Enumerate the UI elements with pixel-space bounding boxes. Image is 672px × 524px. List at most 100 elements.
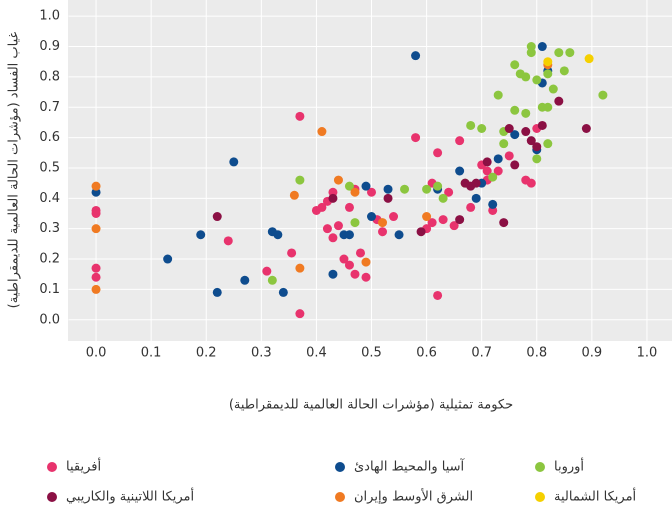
legend-swatch bbox=[335, 462, 345, 472]
data-point bbox=[548, 84, 558, 94]
data-point bbox=[526, 136, 536, 146]
y-tick-label: 0.2 bbox=[39, 252, 60, 267]
data-point bbox=[526, 178, 536, 188]
data-point bbox=[394, 230, 404, 240]
data-point bbox=[532, 142, 542, 152]
x-tick-label: 0.9 bbox=[582, 346, 603, 361]
x-tick-label: 0.3 bbox=[251, 346, 272, 361]
legend-swatch bbox=[47, 492, 57, 502]
x-tick-label: 0.2 bbox=[196, 346, 217, 361]
x-tick-label: 0.5 bbox=[361, 346, 382, 361]
data-point bbox=[433, 290, 443, 300]
data-point bbox=[361, 181, 371, 191]
data-point bbox=[350, 269, 360, 279]
data-point bbox=[287, 248, 297, 258]
x-tick-label: 1.0 bbox=[637, 346, 658, 361]
data-point bbox=[466, 120, 476, 130]
data-point bbox=[504, 151, 514, 161]
data-point bbox=[350, 187, 360, 197]
data-point bbox=[289, 190, 299, 200]
data-point bbox=[510, 105, 520, 115]
data-point bbox=[422, 184, 432, 194]
data-point bbox=[455, 215, 465, 225]
data-point bbox=[427, 218, 437, 228]
y-tick-label: 0.1 bbox=[39, 282, 60, 297]
x-tick-label: 0.8 bbox=[526, 346, 547, 361]
data-point bbox=[367, 187, 377, 197]
data-point bbox=[449, 221, 459, 231]
data-point bbox=[466, 202, 476, 212]
legend-label: أوروبا bbox=[554, 458, 584, 475]
data-point bbox=[389, 212, 399, 222]
data-point bbox=[344, 202, 354, 212]
data-point bbox=[499, 218, 509, 228]
data-point bbox=[361, 272, 371, 282]
data-point bbox=[295, 111, 305, 121]
data-point bbox=[350, 218, 360, 228]
data-point bbox=[532, 75, 542, 85]
data-point bbox=[91, 181, 101, 191]
data-point bbox=[488, 172, 498, 182]
data-point bbox=[367, 212, 377, 222]
x-tick-label: 0.1 bbox=[141, 346, 162, 361]
data-point bbox=[422, 212, 432, 222]
data-point bbox=[543, 139, 553, 149]
data-point bbox=[383, 193, 393, 203]
data-point bbox=[240, 275, 250, 285]
y-tick-label: 0.9 bbox=[39, 39, 60, 54]
data-point bbox=[223, 236, 233, 246]
data-point bbox=[444, 187, 454, 197]
data-point bbox=[262, 266, 272, 276]
data-point bbox=[543, 57, 553, 67]
data-point bbox=[559, 66, 569, 76]
y-tick-label: 0.0 bbox=[39, 312, 60, 327]
data-point bbox=[295, 263, 305, 273]
data-point bbox=[91, 272, 101, 282]
y-tick-label: 0.8 bbox=[39, 69, 60, 84]
data-point bbox=[91, 209, 101, 218]
legend-label: أمريكا الشمالية bbox=[554, 488, 636, 505]
data-point bbox=[537, 120, 547, 130]
data-point bbox=[438, 215, 448, 225]
data-point bbox=[333, 175, 343, 185]
data-point bbox=[339, 254, 349, 264]
data-point bbox=[510, 160, 520, 170]
x-tick-label: 0.0 bbox=[86, 346, 107, 361]
data-point bbox=[477, 124, 487, 133]
data-point bbox=[212, 287, 222, 297]
y-tick-label: 0.3 bbox=[39, 221, 60, 236]
data-point bbox=[482, 157, 492, 167]
data-point bbox=[355, 248, 365, 258]
data-point bbox=[543, 102, 553, 112]
data-point bbox=[471, 178, 481, 188]
data-point bbox=[565, 48, 575, 58]
y-tick-label: 0.4 bbox=[39, 191, 60, 206]
data-point bbox=[411, 133, 421, 143]
y-axis-label: غياب الفساد (مؤشرات الحالة العالمية للدي… bbox=[7, 31, 22, 308]
data-point bbox=[455, 166, 465, 176]
data-point bbox=[493, 154, 503, 164]
data-point bbox=[521, 72, 531, 82]
data-point bbox=[328, 269, 338, 279]
data-point bbox=[581, 124, 591, 133]
data-point bbox=[91, 224, 101, 234]
data-point bbox=[361, 257, 371, 267]
data-point bbox=[471, 193, 481, 203]
data-point bbox=[584, 54, 594, 64]
data-point bbox=[328, 233, 338, 243]
data-point bbox=[526, 48, 536, 58]
legend-label: أفريقيا bbox=[66, 458, 101, 475]
data-point bbox=[378, 227, 388, 237]
data-point bbox=[163, 254, 173, 264]
data-point bbox=[433, 181, 443, 191]
y-tick-label: 0.6 bbox=[39, 130, 60, 145]
data-point bbox=[344, 260, 354, 270]
data-point bbox=[196, 230, 206, 240]
x-tick-label: 0.6 bbox=[416, 346, 437, 361]
data-point bbox=[493, 166, 503, 176]
data-point bbox=[91, 263, 101, 273]
data-point bbox=[537, 42, 547, 52]
data-point bbox=[488, 199, 498, 209]
data-point bbox=[455, 136, 465, 146]
